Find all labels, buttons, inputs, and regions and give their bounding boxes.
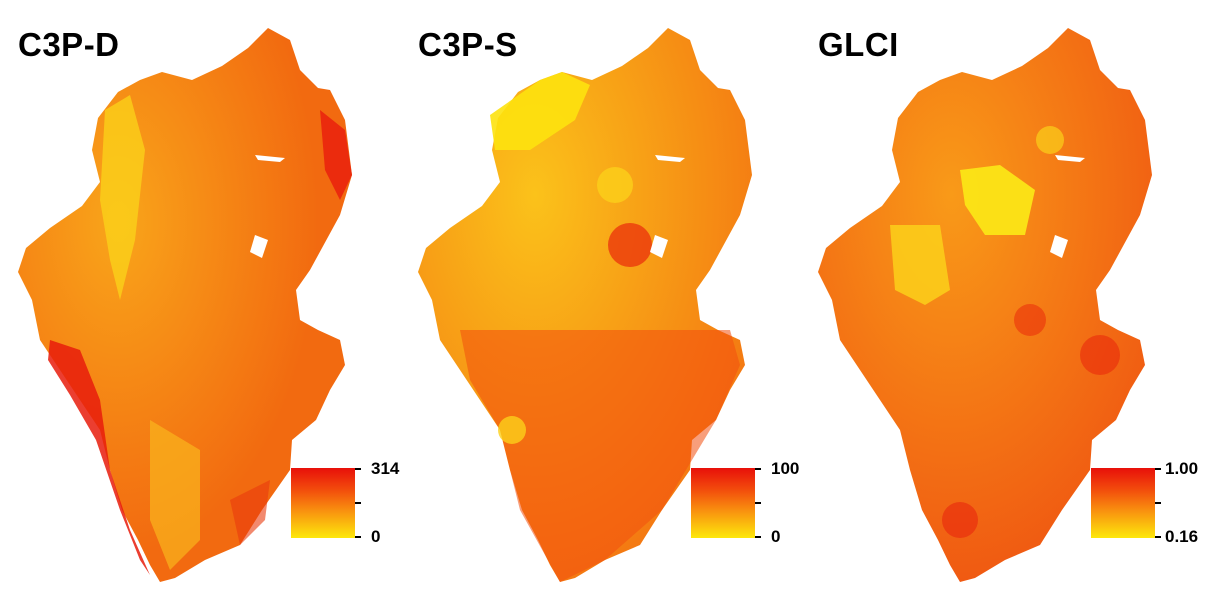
legend-tick-max <box>755 468 761 470</box>
region-map-c3p-s <box>418 28 752 582</box>
low-value-zone <box>597 167 633 203</box>
high-value-zone <box>320 110 352 200</box>
legend-min-label: 0 <box>771 527 781 546</box>
low-value-zone <box>490 72 590 150</box>
region-shape <box>818 28 1152 582</box>
color-legend: 1.00 0.16 <box>1091 459 1198 546</box>
legend-tick-mid <box>755 502 761 504</box>
color-legend: 100 0 <box>691 459 799 546</box>
high-value-zone <box>1014 304 1046 336</box>
legend-tick-mid <box>355 502 361 504</box>
water-body <box>655 155 685 162</box>
water-body <box>1055 155 1085 162</box>
water-body <box>1050 235 1068 258</box>
panel-title: C3P-D <box>18 26 120 63</box>
high-value-zone <box>48 340 150 575</box>
legend-tick-min <box>755 536 761 538</box>
low-value-zone <box>890 225 950 305</box>
low-value-zone <box>960 165 1035 235</box>
water-body <box>650 235 668 258</box>
legend-max-label: 314 <box>371 459 400 478</box>
water-body <box>255 155 285 162</box>
legend-tick-max <box>1155 468 1161 470</box>
legend-max-label: 100 <box>771 459 800 478</box>
map-panel-c3p-s: C3P-S 100 0 <box>400 0 800 607</box>
high-value-zone <box>230 480 270 545</box>
low-value-zone <box>100 95 145 300</box>
panel-title: GLCI <box>818 26 899 63</box>
legend-gradient-bar <box>291 468 355 538</box>
high-value-zone <box>608 223 652 267</box>
map-panel-c3p-d: C3P-D 314 0 <box>0 0 400 607</box>
map-panel-glci: GLCI 1.00 0.16 <box>800 0 1200 607</box>
legend-tick-min <box>355 536 361 538</box>
high-value-zone <box>1080 335 1120 375</box>
low-value-zone <box>498 416 526 444</box>
panel-title: C3P-S <box>418 26 518 63</box>
water-body <box>250 235 268 258</box>
legend-min-label: 0 <box>371 527 381 546</box>
region-shape <box>18 28 352 582</box>
low-value-zone <box>150 420 200 570</box>
high-value-zone <box>942 502 978 538</box>
region-map-c3p-d <box>18 28 352 582</box>
legend-tick-mid <box>1155 502 1161 504</box>
low-value-zone <box>1036 126 1064 154</box>
high-value-zone <box>460 330 740 582</box>
region-map-glci <box>818 28 1152 582</box>
legend-gradient-bar <box>691 468 755 538</box>
legend-tick-max <box>355 468 361 470</box>
color-legend: 314 0 <box>291 459 399 546</box>
legend-tick-min <box>1155 536 1161 538</box>
legend-max-label: 1.00 <box>1165 459 1199 478</box>
legend-min-label: 0.16 <box>1165 527 1199 546</box>
legend-gradient-bar <box>1091 468 1155 538</box>
